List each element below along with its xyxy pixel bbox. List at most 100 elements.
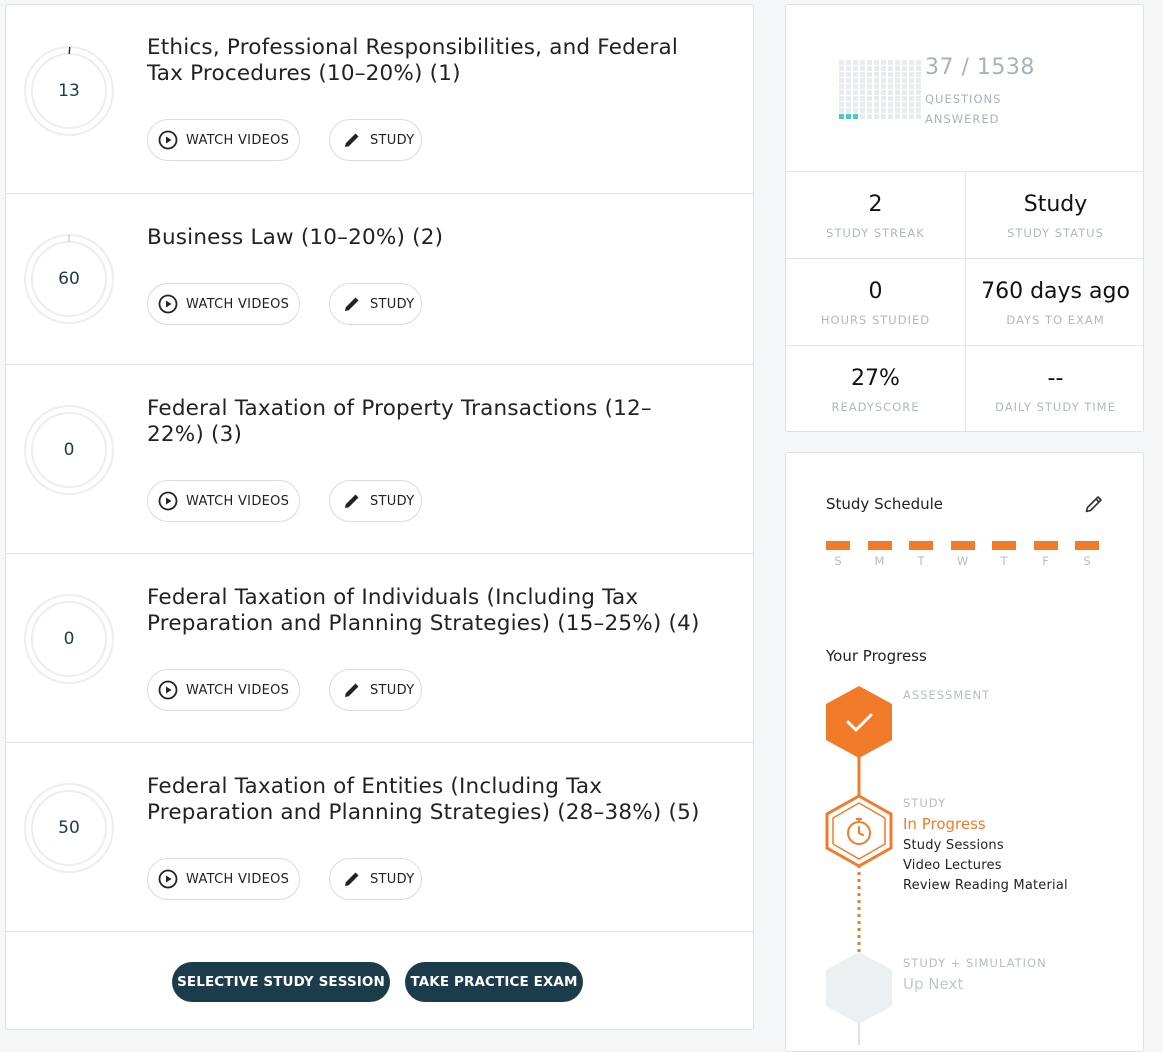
question-dot [874, 78, 879, 83]
study-button[interactable]: STUDY [329, 119, 422, 161]
watch-videos-button[interactable]: WATCH VIDEOS [147, 283, 300, 325]
watch-videos-button[interactable]: WATCH VIDEOS [147, 480, 300, 522]
question-dot [916, 84, 921, 89]
question-dot [916, 96, 921, 101]
question-dot [881, 60, 886, 65]
topic-title[interactable]: Ethics, Professional Responsibilities, a… [147, 35, 737, 87]
question-dot [895, 114, 900, 119]
stat-readyscore: 27% READYSCORE [786, 346, 965, 433]
watch-videos-button[interactable]: WATCH VIDEOS [147, 669, 300, 711]
stat-hours-studied: 0 HOURS STUDIED [786, 259, 965, 346]
stat-value: Study [1023, 192, 1088, 217]
topic-title-line: Business Law (10–20%) (2) [147, 225, 444, 250]
study-button[interactable]: STUDY [329, 669, 422, 711]
question-dot [874, 102, 879, 107]
progress-ring: 0 [23, 404, 115, 496]
question-dot [846, 84, 851, 89]
watch-videos-label: WATCH VIDEOS [186, 871, 290, 887]
topic-title-line: Ethics, Professional Responsibilities, a… [147, 35, 678, 60]
schedule-day-bar[interactable] [1075, 541, 1099, 550]
stat-value: -- [1047, 366, 1064, 391]
question-dot [867, 78, 872, 83]
edit-schedule-icon[interactable] [1083, 493, 1105, 515]
pencil-icon [341, 129, 363, 151]
question-dot [902, 84, 907, 89]
topic-row: 13 Ethics, Professional Responsibilities… [6, 5, 753, 194]
study-step-label: STUDY [903, 796, 946, 810]
play-icon [157, 679, 179, 701]
question-dot [874, 90, 879, 95]
question-dot [888, 72, 893, 77]
question-dot [846, 102, 851, 107]
question-dot [916, 78, 921, 83]
questions-label-line: QUESTIONS [925, 92, 1002, 106]
topic-title[interactable]: Federal Taxation of Individuals (Includi… [147, 585, 737, 637]
question-dot [881, 78, 886, 83]
question-dot [874, 96, 879, 101]
schedule-day-bar[interactable] [992, 541, 1016, 550]
question-dot [888, 78, 893, 83]
question-dot [867, 66, 872, 71]
stat-label: DAILY STUDY TIME [995, 400, 1116, 414]
watch-videos-label: WATCH VIDEOS [186, 132, 290, 148]
question-dot [881, 114, 886, 119]
question-dot [874, 72, 879, 77]
progress-ring-graphic [24, 594, 114, 684]
question-dot [839, 114, 844, 119]
study-label: STUDY [370, 682, 415, 698]
question-dot [902, 72, 907, 77]
question-dot [888, 114, 893, 119]
question-dot [909, 78, 914, 83]
stat-label: STUDY STATUS [1007, 226, 1104, 240]
question-dot [846, 96, 851, 101]
progress-ring-graphic [24, 46, 114, 136]
question-dot [874, 84, 879, 89]
stat-value: 0 [868, 279, 883, 304]
question-dot [916, 102, 921, 107]
play-icon [157, 490, 179, 512]
question-dot [867, 84, 872, 89]
question-dot [888, 66, 893, 71]
schedule-day-bar[interactable] [909, 541, 933, 550]
study-button[interactable]: STUDY [329, 858, 422, 900]
question-dot [888, 90, 893, 95]
study-schedule-title: Study Schedule [826, 495, 944, 513]
watch-videos-label: WATCH VIDEOS [186, 296, 290, 312]
study-button[interactable]: STUDY [329, 480, 422, 522]
question-dot [846, 60, 851, 65]
topic-title-line: Federal Taxation of Entities (Including … [147, 774, 603, 799]
question-dot [881, 66, 886, 71]
schedule-day-bar[interactable] [867, 541, 892, 550]
question-dot [902, 60, 907, 65]
topic-score: 0 [63, 629, 75, 649]
study-step-status: In Progress [903, 815, 986, 833]
stats-card: 37 / 1538 QUESTIONS ANSWERED 2 STUDY STR… [785, 4, 1144, 432]
study-step-item: Study Sessions [903, 838, 1004, 853]
study-button[interactable]: STUDY [329, 283, 422, 325]
topics-card: 13 Ethics, Professional Responsibilities… [5, 4, 754, 1030]
question-dot [867, 90, 872, 95]
question-dot [909, 96, 914, 101]
pencil-icon [341, 868, 363, 890]
question-dot [881, 108, 886, 113]
question-dot [916, 72, 921, 77]
question-dot [902, 66, 907, 71]
topic-title[interactable]: Business Law (10–20%) (2) [147, 225, 737, 251]
stat-value: 760 days ago [981, 279, 1130, 304]
topic-title[interactable]: Federal Taxation of Property Transaction… [147, 396, 737, 448]
selective-study-session-button[interactable]: SELECTIVE STUDY SESSION [172, 962, 390, 1002]
question-dot [895, 84, 900, 89]
watch-videos-button[interactable]: WATCH VIDEOS [147, 858, 300, 900]
schedule-day-bar[interactable] [1033, 541, 1058, 550]
schedule-day-bar[interactable] [826, 541, 850, 550]
topic-title[interactable]: Federal Taxation of Entities (Including … [147, 774, 737, 826]
question-dot [895, 78, 900, 83]
schedule-day-bar[interactable] [950, 541, 975, 550]
watch-videos-button[interactable]: WATCH VIDEOS [147, 119, 300, 161]
question-dot [895, 60, 900, 65]
topic-row: 0 Federal Taxation of Property Transacti… [6, 364, 753, 554]
pencil-icon [341, 679, 363, 701]
take-practice-exam-button[interactable]: TAKE PRACTICE EXAM [405, 962, 583, 1002]
stat-label: READYSCORE [831, 400, 920, 414]
topic-title-line: Federal Taxation of Property Transaction… [147, 396, 652, 421]
